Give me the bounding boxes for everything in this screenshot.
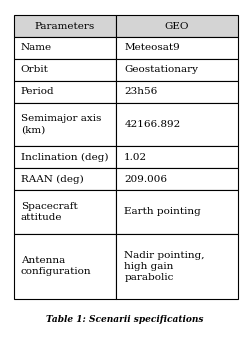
Bar (14, 81, 116, 102)
Text: 23h56: 23h56 (124, 87, 157, 96)
Text: Spacecraft
attitude: Spacecraft attitude (21, 202, 78, 222)
Text: Nadir pointing,
high gain
parabolic: Nadir pointing, high gain parabolic (124, 251, 205, 282)
Bar (116, 102, 238, 146)
Bar (116, 15, 238, 37)
Text: Table 1: Scenarii specifications: Table 1: Scenarii specifications (46, 315, 203, 324)
Bar (116, 37, 238, 59)
Bar (116, 59, 238, 81)
Bar (116, 168, 238, 190)
Text: Period: Period (21, 87, 55, 96)
Bar (14, 190, 116, 234)
Bar (14, 37, 116, 59)
Text: Inclination (deg): Inclination (deg) (21, 153, 108, 162)
Text: 209.006: 209.006 (124, 174, 167, 184)
Bar (14, 59, 116, 81)
Text: RAAN (deg): RAAN (deg) (21, 174, 84, 184)
Bar (116, 81, 238, 102)
Text: Earth pointing: Earth pointing (124, 207, 201, 216)
Text: Antenna
configuration: Antenna configuration (21, 256, 91, 276)
Text: Orbit: Orbit (21, 65, 49, 74)
Text: Meteosat9: Meteosat9 (124, 44, 180, 52)
Bar (14, 168, 116, 190)
Text: Name: Name (21, 44, 52, 52)
Text: Parameters: Parameters (35, 22, 95, 31)
Bar (14, 234, 116, 299)
Text: Geostationary: Geostationary (124, 65, 198, 74)
Bar (14, 102, 116, 146)
Bar (116, 190, 238, 234)
Text: 1.02: 1.02 (124, 153, 147, 162)
Text: GEO: GEO (165, 22, 189, 31)
Bar (14, 146, 116, 168)
Bar (14, 15, 116, 37)
Bar (116, 234, 238, 299)
Text: 42166.892: 42166.892 (124, 120, 181, 129)
Text: Semimajor axis
(km): Semimajor axis (km) (21, 114, 101, 135)
Bar (116, 146, 238, 168)
